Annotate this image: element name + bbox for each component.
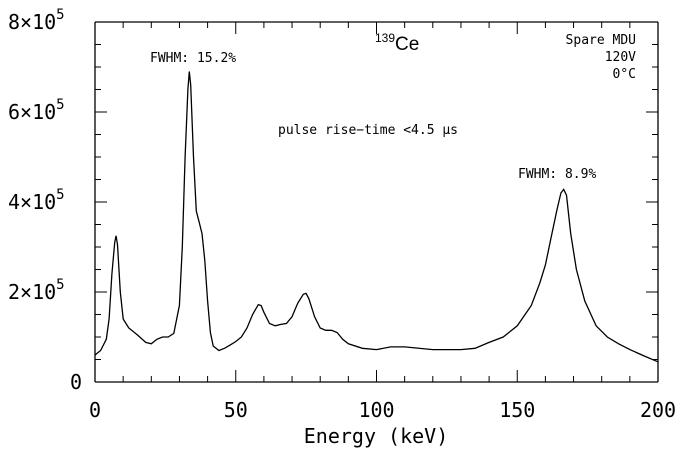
- y-tick-label: 8×105: [8, 7, 65, 34]
- fwhm-right-annotation: FWHM: 8.9%: [518, 167, 596, 182]
- tick-labels: 0 50 100 150 200 0 2×105 4×105 6×105 8×105: [8, 7, 676, 422]
- x-tick-label: 200: [640, 398, 676, 422]
- y-tick-label: 2×105: [8, 277, 65, 304]
- config-line-3: 0°C: [613, 67, 636, 82]
- config-line-1: Spare MDU: [566, 33, 636, 48]
- isotope-symbol: Ce: [395, 34, 419, 55]
- isotope-label: 139Ce: [375, 31, 419, 55]
- config-line-2: 120V: [605, 50, 636, 65]
- fwhm-left-annotation: FWHM: 15.2%: [150, 51, 236, 66]
- y-tick-label: 4×105: [8, 187, 65, 214]
- isotope-mass: 139: [375, 31, 395, 45]
- y-tick-label: 0: [70, 370, 82, 394]
- x-axis-label: Energy (keV): [304, 424, 449, 448]
- x-tick-label: 100: [358, 398, 394, 422]
- axis-ticks: [95, 22, 658, 382]
- x-tick-label: 0: [89, 398, 101, 422]
- y-tick-label: 6×105: [8, 97, 65, 124]
- spectrum-trace: [95, 72, 658, 362]
- rise-time-annotation: pulse rise−time <4.5 μs: [278, 123, 458, 138]
- x-tick-label: 150: [499, 398, 535, 422]
- x-tick-label: 50: [224, 398, 248, 422]
